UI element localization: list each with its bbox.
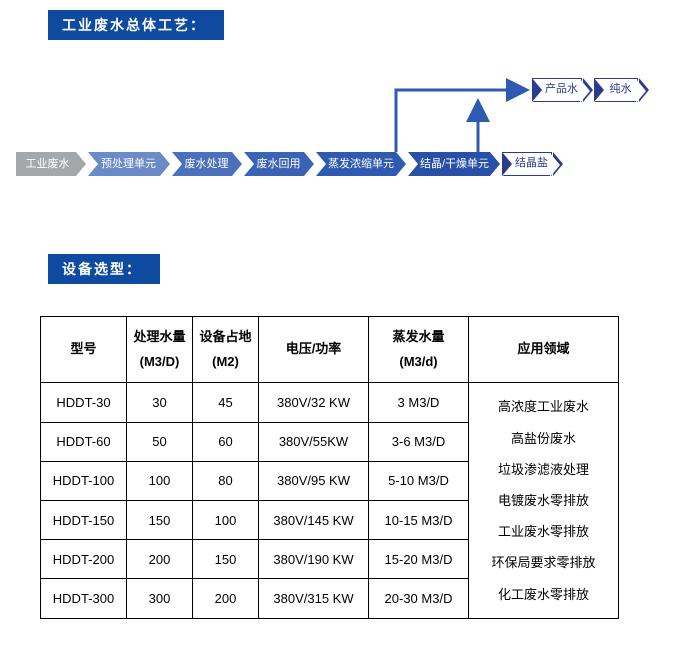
section2-title: 设备选型： <box>48 254 160 284</box>
table-cell: HDDT-150 <box>41 501 127 540</box>
flow-node-label: 纯水 <box>610 83 632 95</box>
table-header-cell: 型号 <box>41 317 127 383</box>
flow-arrows-svg <box>16 54 656 204</box>
flow-node: 产品水 <box>532 78 582 102</box>
flow-node: 蒸发浓缩单元 <box>316 152 396 176</box>
flow-node-label: 结晶盐 <box>515 157 548 169</box>
table-cell: 200 <box>193 579 259 618</box>
table-row: HDDT-303045380V/32 KW3 M3/D高浓度工业废水高盐份废水垃… <box>41 383 619 422</box>
flow-node: 工业废水 <box>16 152 76 176</box>
table-cell: 380V/145 KW <box>259 501 369 540</box>
equipment-table-wrap: 型号处理水量(M3/D)设备占地(M2)电压/功率蒸发水量(M3/d)应用领域 … <box>40 316 683 619</box>
table-cell: 150 <box>193 540 259 579</box>
table-cell: 3-6 M3/D <box>369 422 469 461</box>
flow-node-label: 产品水 <box>545 83 578 95</box>
table-cell: 100 <box>127 461 193 500</box>
flow-node: 预处理单元 <box>88 152 160 176</box>
flow-row-top: 产品水 纯水 <box>532 78 650 102</box>
table-cell: 100 <box>193 501 259 540</box>
table-cell: 80 <box>193 461 259 500</box>
table-cell: 30 <box>127 383 193 422</box>
flow-node: 废水处理 <box>172 152 232 176</box>
table-header-cell: 应用领域 <box>469 317 619 383</box>
table-cell: 300 <box>127 579 193 618</box>
table-header-cell: 电压/功率 <box>259 317 369 383</box>
table-cell: 45 <box>193 383 259 422</box>
table-body: HDDT-303045380V/32 KW3 M3/D高浓度工业废水高盐份废水垃… <box>41 383 619 618</box>
applications-cell: 高浓度工业废水高盐份废水垃圾渗滤液处理电镀废水零排放工业废水零排放环保局要求零排… <box>469 383 619 618</box>
table-header-cell: 设备占地(M2) <box>193 317 259 383</box>
table-cell: 380V/315 KW <box>259 579 369 618</box>
flow-node: 结晶/干燥单元 <box>408 152 490 176</box>
table-cell: 150 <box>127 501 193 540</box>
table-cell: 380V/55KW <box>259 422 369 461</box>
flow-node-label: 预处理单元 <box>101 158 156 170</box>
table-cell: 10-15 M3/D <box>369 501 469 540</box>
flow-node: 废水回用 <box>244 152 304 176</box>
table-cell: 380V/190 KW <box>259 540 369 579</box>
table-cell: 50 <box>127 422 193 461</box>
table-header-row: 型号处理水量(M3/D)设备占地(M2)电压/功率蒸发水量(M3/d)应用领域 <box>41 317 619 383</box>
flow-diagram: 产品水 纯水 工业废水 预处理单元 废水处理 废水回用 蒸发浓缩单元 结晶/干燥单元 结晶盐 <box>16 54 656 204</box>
flow-row-bottom: 工业废水 预处理单元 废水处理 废水回用 蒸发浓缩单元 结晶/干燥单元 结晶盐 <box>16 152 564 176</box>
flow-node-label: 废水回用 <box>257 158 301 170</box>
flow-node-label: 蒸发浓缩单元 <box>328 158 394 170</box>
table-cell: 380V/32 KW <box>259 383 369 422</box>
table-header-cell: 处理水量(M3/D) <box>127 317 193 383</box>
table-cell: HDDT-100 <box>41 461 127 500</box>
equipment-table: 型号处理水量(M3/D)设备占地(M2)电压/功率蒸发水量(M3/d)应用领域 … <box>40 316 619 619</box>
table-cell: 380V/95 KW <box>259 461 369 500</box>
flow-node-label: 废水处理 <box>185 158 229 170</box>
table-cell: 60 <box>193 422 259 461</box>
section1-title: 工业废水总体工艺： <box>48 10 224 40</box>
table-cell: 15-20 M3/D <box>369 540 469 579</box>
table-header-cell: 蒸发水量(M3/d) <box>369 317 469 383</box>
flow-arrow <box>396 90 524 152</box>
table-cell: 5-10 M3/D <box>369 461 469 500</box>
flow-node-label: 工业废水 <box>26 158 70 170</box>
flow-node: 纯水 <box>594 78 638 102</box>
table-cell: 200 <box>127 540 193 579</box>
flow-node: 结晶盐 <box>502 152 552 176</box>
table-cell: 3 M3/D <box>369 383 469 422</box>
table-cell: HDDT-200 <box>41 540 127 579</box>
table-cell: 20-30 M3/D <box>369 579 469 618</box>
table-cell: HDDT-60 <box>41 422 127 461</box>
table-cell: HDDT-300 <box>41 579 127 618</box>
flow-node-label: 结晶/干燥单元 <box>420 158 489 170</box>
table-cell: HDDT-30 <box>41 383 127 422</box>
